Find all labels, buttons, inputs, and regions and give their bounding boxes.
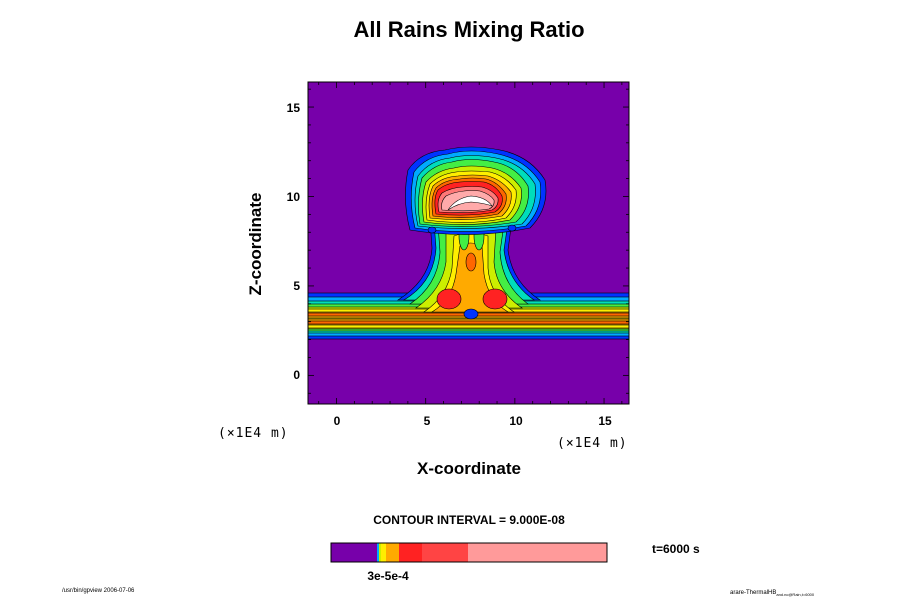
contour-interval-text: CONTOUR INTERVAL = 9.000E-08 bbox=[373, 513, 565, 527]
colorbar-seg-5 bbox=[399, 543, 422, 562]
band-level-10 bbox=[308, 320, 629, 325]
contour-field bbox=[308, 82, 629, 404]
anvil-edge-right bbox=[507, 224, 517, 232]
y-tick-label: 5 bbox=[293, 279, 300, 293]
plume-core-left bbox=[436, 288, 462, 310]
plume-bottom-gap bbox=[463, 308, 479, 320]
plume-core-right bbox=[482, 288, 508, 310]
colorbar-frame bbox=[330, 542, 608, 563]
plume-stem-core bbox=[465, 252, 477, 272]
colorbar-seg-7 bbox=[468, 543, 607, 562]
plot-frame bbox=[307, 81, 630, 405]
colorbar-seg-1 bbox=[377, 543, 379, 562]
anvil-edge-left bbox=[427, 226, 437, 234]
colorbar-label: 3e-5e-4 bbox=[367, 569, 409, 583]
footer-right: arare-ThermalHBand.nc@Rain,t=6000 bbox=[730, 590, 814, 597]
x-tick-label: 0 bbox=[333, 414, 341, 428]
y-tick-label: 15 bbox=[286, 101, 300, 115]
tick-marks bbox=[308, 82, 629, 404]
colorbar-seg-3 bbox=[381, 543, 386, 562]
colorbar-seg-6 bbox=[422, 543, 468, 562]
colorbar-seg-4 bbox=[386, 543, 399, 562]
colorbar-seg-2 bbox=[379, 543, 381, 562]
colorbar-seg-0 bbox=[331, 543, 377, 562]
anvil-max-streak bbox=[447, 195, 493, 211]
colorbar bbox=[330, 542, 608, 563]
y-tick-label: 0 bbox=[293, 368, 300, 382]
x-tick-label: 15 bbox=[598, 414, 612, 428]
chart-title: All Rains Mixing Ratio bbox=[353, 17, 585, 42]
x-tick-label: 10 bbox=[509, 414, 523, 428]
x-axis-unit: (×1E4 m) bbox=[557, 436, 628, 451]
footer-left: /usr/bin/gpview 2006-07-06 bbox=[62, 588, 135, 594]
y-tick-label: 10 bbox=[286, 190, 300, 204]
footer-right-sub: and.nc@Rain,t=6000 bbox=[776, 592, 815, 598]
x-tick-label: 5 bbox=[423, 414, 431, 428]
x-axis-label: X-coordinate bbox=[417, 459, 521, 478]
y-axis-unit: (×1E4 m) bbox=[218, 426, 289, 441]
footer-right-main: arare-ThermalHB bbox=[730, 590, 777, 596]
time-label: t=6000 s bbox=[652, 542, 700, 556]
